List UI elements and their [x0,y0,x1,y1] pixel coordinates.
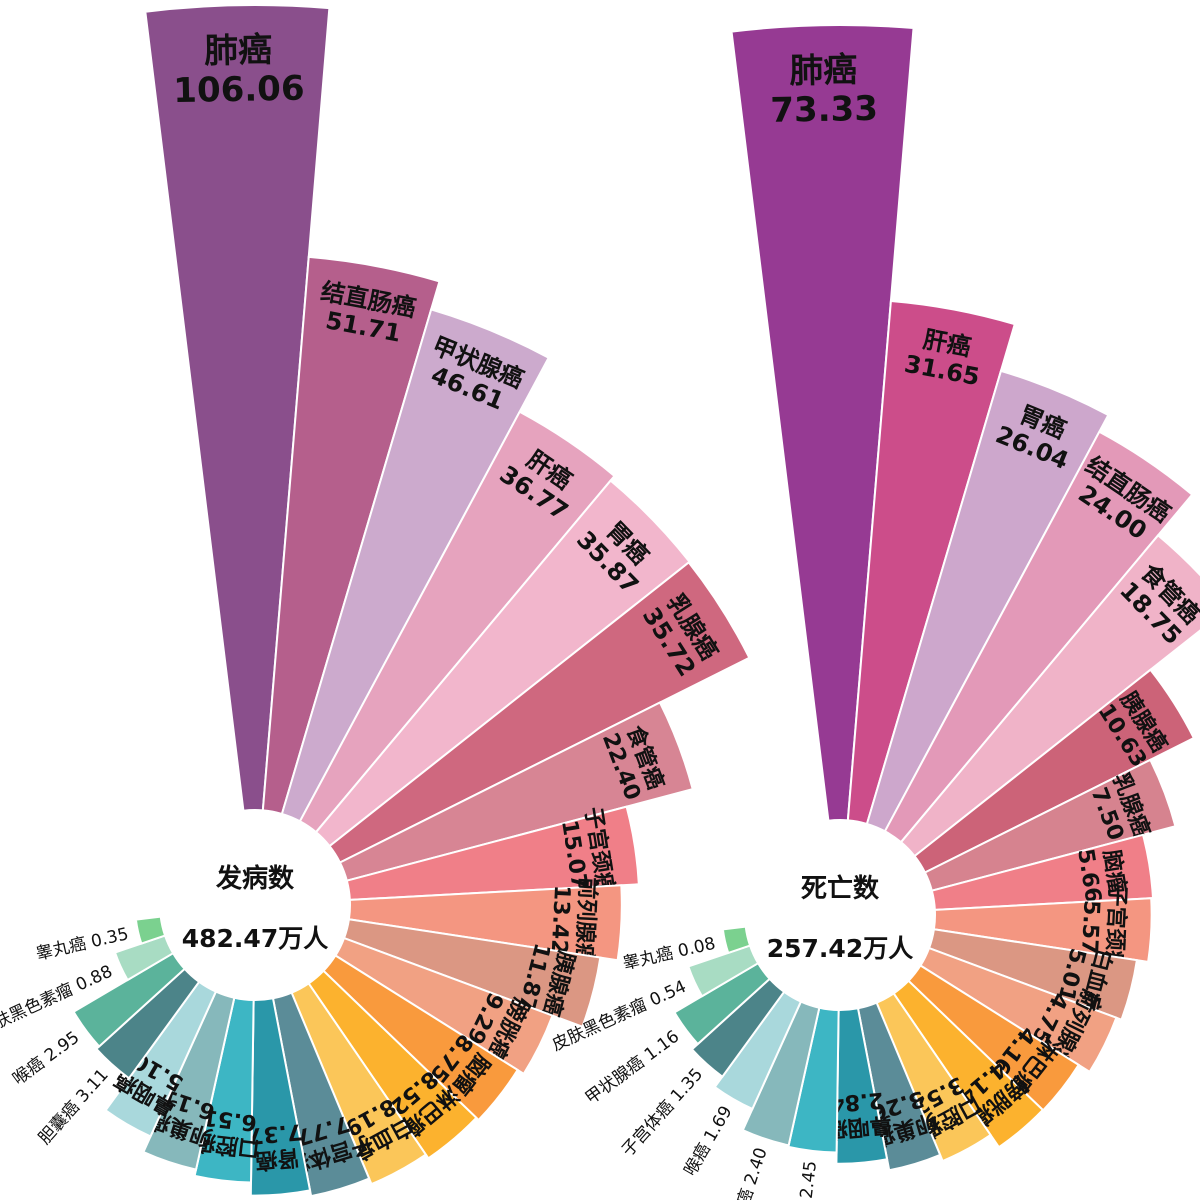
bar-0-0 [144,4,331,812]
value-label: 106.06 [173,69,305,112]
bar-label-1-17: 肾癌 2.40 [728,1145,771,1200]
bar-label-0-19: 胆囊癌 3.11 [35,1065,113,1149]
bar-0-6 [338,701,694,882]
bar-1-1 [846,299,1017,826]
bar-1-0 [730,24,915,822]
center-title: 发病数 [215,863,295,894]
bar-label-1-7: 脑瘤5.66 [1072,847,1130,905]
bar-1-22 [721,925,752,955]
mortality-polar-chart: 肺癌73.33肝癌31.65胃癌26.04结直肠癌24.00食管癌18.75胰腺… [549,24,1200,1200]
value-label: 13.42 [546,884,574,955]
value-label: 5.57 [1076,899,1104,954]
bar-1-2 [865,369,1110,833]
bar-label-0-22: 睾丸癌 0.35 [34,924,130,964]
incidence-polar-chart: 肺癌106.06结直肠癌51.71甲状腺癌46.61肝癌36.77胃癌35.87… [0,4,751,1198]
center-title: 死亡数 [801,873,880,904]
bar-0-2 [280,308,551,823]
bar-label-1-18: 喉癌 1.69 [681,1103,737,1180]
bar-0-22 [134,915,167,945]
bar-1-4 [899,533,1200,858]
bar-label-0-15: 肾癌7.37 [247,1118,303,1174]
bar-1-3 [883,430,1194,844]
center-total: 482.47万人 [182,924,328,953]
value-label: 7.37 [247,1118,303,1148]
bar-label-1-16: 胆囊癌 2.45 [790,1160,821,1200]
value-label: 73.33 [770,89,878,131]
bar-0-4 [314,479,691,848]
category-label: 前列腺癌 [571,876,601,965]
center-disc [747,822,933,1008]
bar-0-3 [298,410,616,834]
category-label: 肺癌 [204,30,273,71]
center-total: 257.42万人 [767,934,913,963]
category-label: 肺癌 [789,50,858,91]
bar-label-0-20: 喉癌 2.95 [9,1028,83,1090]
bar-0-1 [261,255,441,816]
category-label: 肾癌 [254,1144,300,1174]
center-disc [162,812,348,998]
bar-0-5 [328,561,751,864]
